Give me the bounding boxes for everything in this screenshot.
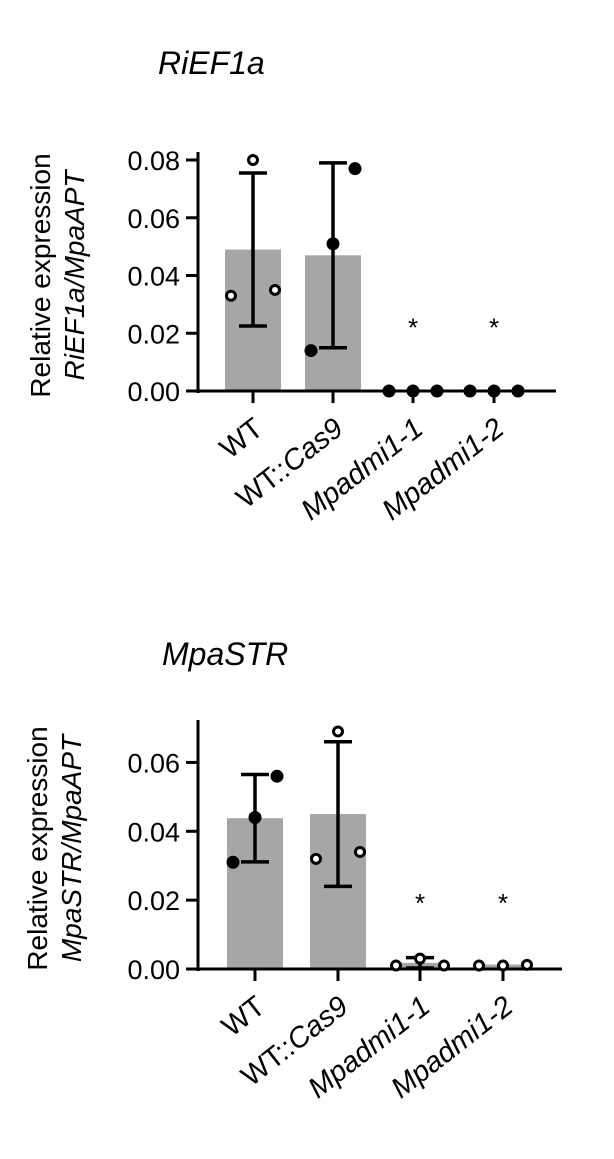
- significance-marker: *: [408, 313, 418, 343]
- data-point: [332, 725, 344, 738]
- data-point: [248, 811, 262, 825]
- chart-1: RiEF1a Relative expression RiEF1a/MpaAPT 0.…: [25, 45, 556, 527]
- y-tick-label: 0.00: [127, 377, 180, 407]
- data-point: [414, 952, 426, 965]
- data-point: [463, 384, 477, 398]
- y-tick-label: 0.04: [127, 262, 180, 292]
- chart-title: RiEF1a: [158, 45, 265, 81]
- data-point: [348, 162, 362, 176]
- significance-marker: *: [489, 313, 499, 343]
- data-point: [406, 384, 420, 398]
- data-point: [304, 344, 318, 358]
- y-tick-label: 0.00: [127, 955, 180, 985]
- y-axis-label-line2: MpaSTR/MpaAPT: [56, 733, 87, 962]
- data-point: [521, 958, 533, 971]
- y-tick-label: 0.08: [127, 146, 180, 176]
- data-point: [382, 384, 396, 398]
- y-tick-label: 0.06: [127, 748, 180, 778]
- data-point: [326, 237, 340, 251]
- data-point: [247, 154, 259, 166]
- y-tick-label: 0.02: [127, 319, 180, 349]
- data-point: [438, 959, 450, 972]
- data-point: [226, 855, 240, 869]
- data-point: [225, 289, 237, 302]
- x-tick-label: WT: [214, 412, 269, 465]
- data-point: [497, 959, 509, 972]
- y-axis-label: Relative expression: [22, 726, 53, 970]
- y-axis-label-line2: RiEF1a/MpaAPT: [59, 169, 90, 381]
- y-tick-label: 0.02: [127, 886, 180, 916]
- data-point: [430, 384, 444, 398]
- y-tick-label: 0.06: [127, 204, 180, 234]
- data-point: [473, 959, 485, 972]
- chart-2: MpaSTR Relative expression MpaSTR/MpaAPT 0.…: [22, 636, 562, 1105]
- data-point: [269, 283, 281, 296]
- chart-title: MpaSTR: [162, 636, 288, 672]
- data-point: [354, 845, 366, 858]
- x-tick-label: WT: [216, 990, 271, 1043]
- significance-marker: *: [498, 888, 508, 918]
- data-point: [390, 959, 402, 972]
- data-point: [310, 852, 322, 865]
- data-point: [270, 769, 284, 783]
- data-point: [511, 384, 525, 398]
- significance-marker: *: [415, 888, 425, 918]
- y-tick-label: 0.04: [127, 817, 180, 847]
- y-axis-label: Relative expression: [25, 153, 56, 397]
- data-point: [487, 384, 501, 398]
